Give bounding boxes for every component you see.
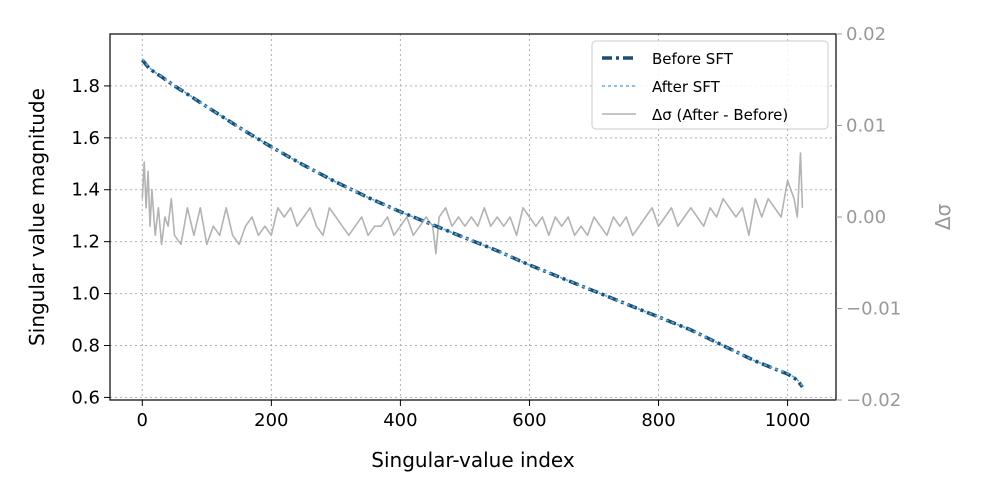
y2-tick-label: −0.02: [846, 390, 901, 411]
y-tick-label: 1.8: [71, 76, 100, 97]
y-tick-label: 1.4: [71, 180, 100, 201]
x-tick-label: 200: [254, 410, 288, 431]
series-line-before-sft: [140, 58, 804, 389]
series-line-after-sft: [141, 58, 804, 387]
y-axis-label: Singular value magnitude: [25, 88, 49, 346]
y-tick-label: 0.8: [71, 335, 100, 356]
y2-axis-label: Δσ: [931, 203, 955, 230]
legend-label-after: After SFT: [652, 78, 721, 96]
y-tick-label: 1.0: [71, 284, 100, 305]
legend-label-before: Before SFT: [652, 50, 734, 68]
x-axis: 0 200 400 600 800 1000: [137, 400, 811, 431]
series-line-delta-sigma: [141, 152, 804, 255]
x-tick-label: 600: [512, 410, 546, 431]
legend-box: [591, 40, 829, 130]
x-tick-label: 400: [383, 410, 417, 431]
series-layer: [140, 58, 804, 389]
y2-tick-label: −0.01: [846, 299, 901, 320]
y-tick-label: 1.6: [71, 128, 100, 149]
y-axis-right: 0.02 0.01 0.00 −0.01 −0.02: [836, 24, 901, 411]
y-axis-left: 0.6 0.8 1.0 1.2 1.4 1.6 1.8: [71, 76, 110, 408]
y2-tick-label: 0.01: [846, 116, 886, 137]
y2-tick-label: 0.02: [846, 24, 886, 45]
x-tick-label: 800: [641, 410, 675, 431]
y-tick-label: 1.2: [71, 232, 100, 253]
y2-tick-label: 0.00: [846, 207, 886, 228]
legend-label-delta: Δσ (After - Before): [652, 106, 788, 124]
x-tick-label: 1000: [765, 410, 811, 431]
legend: Before SFT After SFT Δσ (After - Before): [591, 40, 829, 130]
x-tick-label: 0: [137, 410, 148, 431]
y-tick-label: 0.6: [71, 387, 100, 408]
x-axis-label: Singular-value index: [371, 448, 575, 472]
